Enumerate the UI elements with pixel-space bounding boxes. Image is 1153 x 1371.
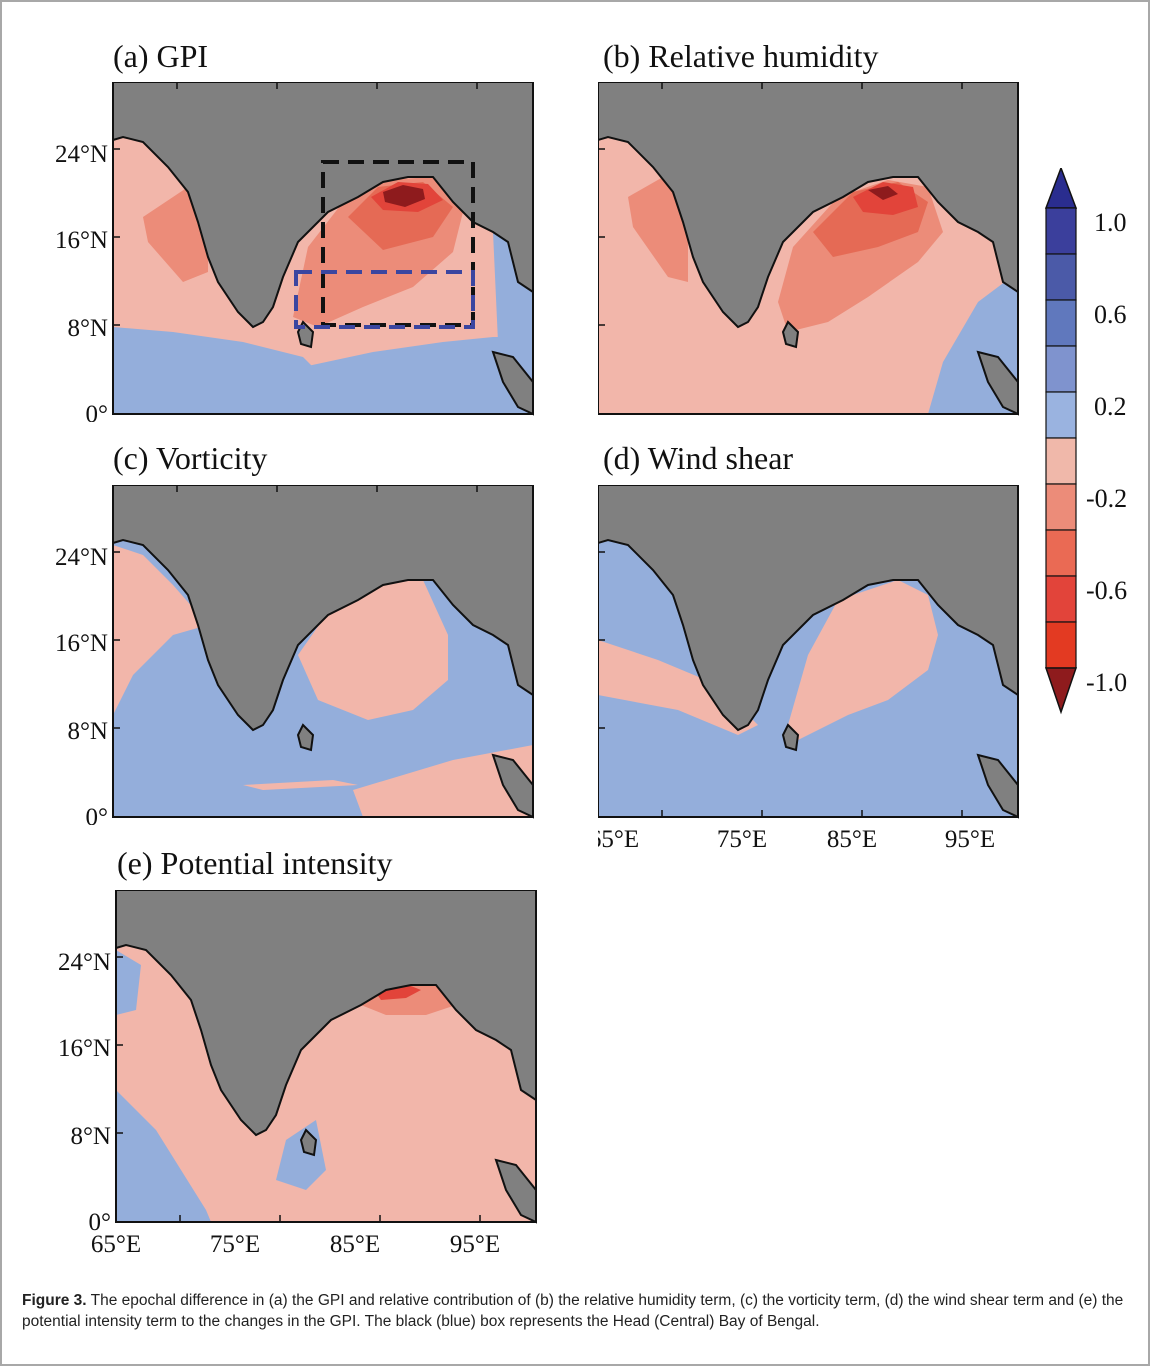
lat-tick-24: 24°N [55,141,108,168]
lon-tick-85: 85°E [827,826,877,853]
panel-title-a: (a) GPI [113,38,209,74]
colorbar [1044,168,1078,715]
lat-tick-8: 8°N [67,315,108,342]
anomaly-bay [788,580,938,740]
sri-lanka-landmass [299,1128,318,1157]
colorbar-label-neg0.2: -0.2 [1086,484,1128,513]
anomaly-bay [298,580,448,720]
anomaly-equatorial-strip [243,780,358,790]
map-border [112,82,534,415]
anomaly-southeast [353,745,533,817]
colorbar-extend-bottom [1044,667,1078,715]
anomaly-bay-peak [383,185,425,207]
landmass [112,485,534,732]
anomaly-arabian-sea [143,187,208,282]
sri-lanka-landmass [781,723,800,752]
map-border [598,485,1019,818]
colorbar-segment [1045,299,1077,347]
lat-tick-24: 24°N [55,544,108,571]
lon-tick-95: 95°E [945,826,995,853]
map-panel-c: 24°N 16°N 8°N 0° [55,485,534,825]
panel-title-b: (b) Relative humidity [603,38,879,74]
colorbar-label-0.6: 0.6 [1094,300,1127,329]
lon-tick-75: 75°E [210,1231,260,1258]
sea-positive-se [303,337,533,414]
sea-positive-sw [113,327,328,414]
anomaly-bay-peak [868,186,898,200]
anomaly-arabian-sea [598,640,758,735]
colorbar-segment [1045,483,1077,531]
colorbar-segment [1045,391,1077,439]
lat-tick-16: 16°N [58,1035,111,1062]
map-panel-d: 65°E 75°E 85°E 95°E [598,485,1019,853]
colorbar-segment [1045,345,1077,393]
panel-title-d: (d) Wind shear [603,440,794,476]
sri-lanka-landmass [296,723,315,752]
colorbar-segment [1045,575,1077,623]
colorbar-label-1.0: 1.0 [1094,208,1127,237]
map-panel-a: 24°N 16°N 8°N 0° [55,82,534,422]
lon-tick-75: 75°E [717,826,767,853]
landmass [598,485,1019,732]
anomaly-bay-strong [374,982,421,1000]
lon-tick-85: 85°E [330,1231,380,1258]
colorbar-segment [1045,207,1077,255]
map-border [112,485,534,818]
colorbar-segment [1045,621,1077,669]
colorbar-label-neg1.0: -1.0 [1086,668,1128,697]
colorbar-label-neg0.6: -0.6 [1086,576,1128,605]
lat-tick-16: 16°N [55,630,108,657]
anomaly-arabian-sea [113,545,208,715]
colorbar-segment [1045,529,1077,577]
map-panel-b [598,82,1019,416]
map-border [598,82,1019,415]
sea-positive-sw [116,1090,211,1222]
lat-tick-16: 16°N [55,227,108,254]
lat-tick-0: 0° [86,401,109,422]
figure-caption: Figure 3. The epochal difference in (a) … [22,1290,1132,1332]
sea-positive-nw [116,950,141,1015]
anomaly-arabian-sea [628,177,688,282]
landmass [115,890,537,1137]
lon-tick-65: 65°E [598,826,639,853]
lat-tick-8: 8°N [70,1123,111,1150]
panel-title-c: (c) Vorticity [113,440,268,476]
lat-tick-24: 24°N [58,949,111,976]
sri-lanka-landmass [781,320,800,349]
caption-text: The epochal difference in (a) the GPI an… [22,1292,1124,1330]
caption-label: Figure 3. [22,1292,87,1309]
map-border [115,890,537,1223]
lon-tick-95: 95°E [450,1231,500,1258]
colorbar-segment [1045,253,1077,301]
panel-title-e: (e) Potential intensity [117,845,393,881]
colorbar-extend-top [1044,168,1078,209]
landmass [598,82,1019,329]
central-bay-box [294,270,475,329]
lat-tick-8: 8°N [67,718,108,745]
lat-tick-0: 0° [89,1209,112,1236]
lat-tick-0: 0° [86,804,109,825]
colorbar-segment [1045,437,1077,485]
map-panel-e: 24°N 16°N 8°N 0° 65°E 75°E 85°E 95°E [58,890,537,1258]
lon-tick-65: 65°E [91,1231,141,1258]
colorbar-label-0.2: 0.2 [1094,392,1127,421]
